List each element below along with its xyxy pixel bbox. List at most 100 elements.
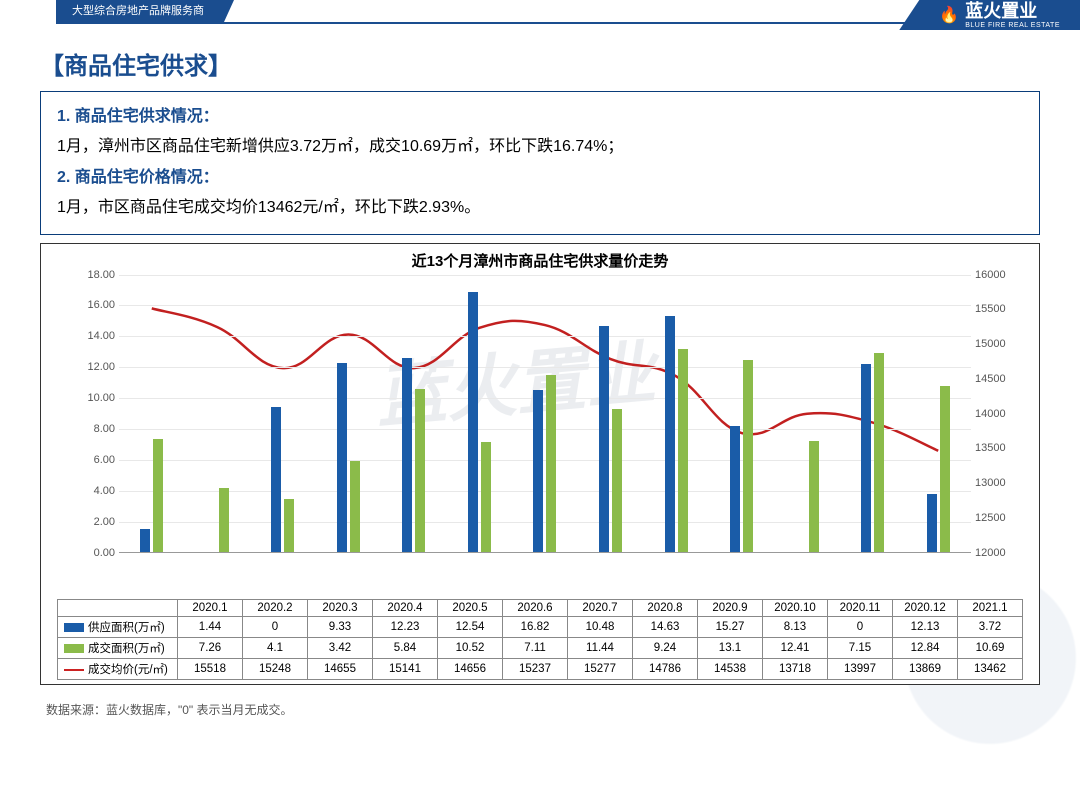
table-cell: 13718 <box>763 658 828 679</box>
table-cell: 14538 <box>698 658 763 679</box>
bar-deal <box>809 441 819 551</box>
bar-supply <box>468 292 478 552</box>
content-area: 【商品住宅供求】 1. 商品住宅供求情况： 1月，漳州市区商品住宅新增供应3.7… <box>0 30 1080 695</box>
table-cell: 10.48 <box>568 616 633 637</box>
bar-deal <box>350 461 360 551</box>
table-cell: 15277 <box>568 658 633 679</box>
y-right-tick: 13000 <box>975 477 1017 489</box>
y-left-tick: 2.00 <box>71 516 115 528</box>
header-tab: 大型综合房地产品牌服务商 <box>56 0 224 22</box>
category-slot <box>250 275 316 552</box>
table-cell: 3.72 <box>958 616 1023 637</box>
table-cell: 15141 <box>373 658 438 679</box>
category-slot <box>316 275 382 552</box>
table-cell: 13.1 <box>698 637 763 658</box>
bar-deal <box>481 442 491 552</box>
category-slot <box>512 275 578 552</box>
bar-deal <box>153 439 163 551</box>
y-left-tick: 14.00 <box>71 330 115 342</box>
y-right-tick: 12500 <box>975 512 1017 524</box>
y-left-tick: 10.00 <box>71 392 115 404</box>
summary-line-2: 1月，市区商品住宅成交均价13462元/㎡，环比下跌2.93%。 <box>57 193 1023 223</box>
logo-subtext: BLUE FIRE REAL ESTATE <box>965 22 1060 29</box>
table-cell: 9.24 <box>633 637 698 658</box>
table-header-cell: 2020.8 <box>633 599 698 616</box>
category-slot <box>643 275 709 552</box>
table-cell: 15237 <box>503 658 568 679</box>
legend-cell-supply: 供应面积(万㎡) <box>58 616 178 637</box>
table-cell: 14.63 <box>633 616 698 637</box>
bar-deal <box>612 409 622 552</box>
table-cell: 14656 <box>438 658 503 679</box>
category-slot <box>119 275 185 552</box>
table-cell: 13997 <box>828 658 893 679</box>
bar-supply <box>730 426 740 552</box>
y-right-tick: 14500 <box>975 373 1017 385</box>
table-header-cell: 2021.1 <box>958 599 1023 616</box>
section-title: 【商品住宅供求】 <box>40 46 1040 81</box>
summary-box: 1. 商品住宅供求情况： 1月，漳州市区商品住宅新增供应3.72万㎡，成交10.… <box>40 91 1040 235</box>
chart-container: 近13个月漳州市商品住宅供求量价走势 蓝火置业 0.002.004.006.00… <box>40 243 1040 685</box>
table-header-cell: 2020.2 <box>243 599 308 616</box>
table-header-cell: 2020.7 <box>568 599 633 616</box>
bar-supply <box>533 390 543 552</box>
logo-text: 蓝火置业 <box>965 1 1037 21</box>
table-cell: 14786 <box>633 658 698 679</box>
table-cell: 0 <box>243 616 308 637</box>
y-left-tick: 4.00 <box>71 485 115 497</box>
table-header-cell: 2020.9 <box>698 599 763 616</box>
table-cell: 10.52 <box>438 637 503 658</box>
bar-supply <box>402 358 412 552</box>
table-cell: 0 <box>828 616 893 637</box>
table-header-cell: 2020.3 <box>308 599 373 616</box>
table-cell: 12.13 <box>893 616 958 637</box>
y-left-tick: 6.00 <box>71 454 115 466</box>
table-cell: 13462 <box>958 658 1023 679</box>
category-slot <box>840 275 906 552</box>
flame-icon: 🔥 <box>939 5 959 25</box>
bar-deal <box>219 488 229 551</box>
bar-supply <box>665 316 675 552</box>
y-right-tick: 12000 <box>975 547 1017 559</box>
legend-cell-deal: 成交面积(万㎡) <box>58 637 178 658</box>
table-header-cell: 2020.5 <box>438 599 503 616</box>
y-right-tick: 15000 <box>975 338 1017 350</box>
y-right-tick: 14000 <box>975 408 1017 420</box>
table-header-cell: 2020.11 <box>828 599 893 616</box>
category-slot <box>774 275 840 552</box>
y-right-tick: 13500 <box>975 442 1017 454</box>
table-cell: 15248 <box>243 658 308 679</box>
bar-deal <box>284 499 294 552</box>
table-cell: 13869 <box>893 658 958 679</box>
summary-heading-2: 2. 商品住宅价格情况： <box>57 169 219 186</box>
bar-deal <box>415 389 425 551</box>
y-left-tick: 18.00 <box>71 269 115 281</box>
bar-deal <box>743 360 753 552</box>
table-cell: 12.54 <box>438 616 503 637</box>
table-header-cell: 2020.1 <box>178 599 243 616</box>
bar-supply <box>140 529 150 551</box>
bar-deal <box>546 375 556 552</box>
y-left-tick: 8.00 <box>71 423 115 435</box>
table-header-cell: 2020.12 <box>893 599 958 616</box>
table-header-cell: 2020.6 <box>503 599 568 616</box>
table-cell: 1.44 <box>178 616 243 637</box>
y-left-tick: 0.00 <box>71 547 115 559</box>
table-cell: 9.33 <box>308 616 373 637</box>
table-cell: 15.27 <box>698 616 763 637</box>
y-left-tick: 12.00 <box>71 361 115 373</box>
bar-deal <box>678 349 688 551</box>
table-cell: 14655 <box>308 658 373 679</box>
table-cell: 7.15 <box>828 637 893 658</box>
category-slot <box>447 275 513 552</box>
bar-supply <box>861 364 871 551</box>
footer-note: 数据来源：蓝火数据库，"0" 表示当月无成交。 <box>0 695 1080 718</box>
bar-supply <box>271 407 281 551</box>
bar-supply <box>599 326 609 552</box>
table-cell: 4.1 <box>243 637 308 658</box>
summary-line-1: 1月，漳州市区商品住宅新增供应3.72万㎡，成交10.69万㎡，环比下跌16.7… <box>57 132 1023 162</box>
table-header-cell: 2020.10 <box>763 599 828 616</box>
table-cell: 8.13 <box>763 616 828 637</box>
bar-deal <box>874 353 884 551</box>
table-cell: 16.82 <box>503 616 568 637</box>
